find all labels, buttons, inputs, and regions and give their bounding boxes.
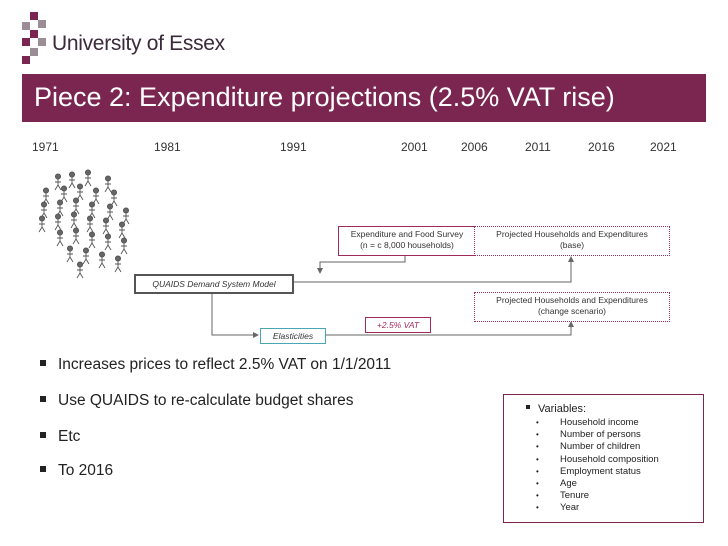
survey-sample: (n = c 8,000 households) <box>360 240 454 250</box>
quaids-box: QUAIDS Demand System Model <box>134 274 294 294</box>
logo-square <box>30 30 38 38</box>
person-figure <box>56 199 64 217</box>
survey-to-quaids-arrow <box>317 253 406 274</box>
person-figure <box>104 233 112 251</box>
year-label: 1971 <box>32 140 59 154</box>
bullet-item: To 2016 <box>40 462 113 480</box>
quaids-to-base-arrow <box>290 256 574 283</box>
university-name: University of Essex <box>52 32 225 55</box>
elasticities-box: Elasticities <box>260 328 326 344</box>
variable-item: Household income <box>536 417 659 429</box>
person-figure <box>72 197 80 215</box>
projection-base-subtitle: (base) <box>559 240 585 250</box>
bullet-text: Use QUAIDS to re-calculate budget shares <box>58 392 354 409</box>
year-label: 2001 <box>401 140 428 154</box>
bullet-text: Increases prices to reflect 2.5% VAT on … <box>58 356 392 373</box>
bullet-marker <box>40 431 46 438</box>
person-figure <box>38 215 46 233</box>
projection-change-title: Projected Households and Expenditures <box>496 295 648 305</box>
person-figure <box>72 227 80 245</box>
elasticities-to-change-arrow <box>326 321 574 336</box>
person-figure <box>82 247 90 265</box>
variable-item: Household composition <box>536 454 659 466</box>
person-figure <box>66 245 74 263</box>
year-label: 2011 <box>525 140 551 154</box>
year-label: 2016 <box>588 140 615 154</box>
person-figure <box>86 215 94 233</box>
logo-square <box>38 20 46 28</box>
person-figure <box>60 185 68 203</box>
person-figure <box>110 189 118 207</box>
person-figure <box>106 203 114 221</box>
year-label: 2021 <box>650 140 677 154</box>
person-figure <box>118 221 126 239</box>
year-label: 1981 <box>154 140 181 154</box>
person-figure <box>98 251 106 269</box>
projection-base-title: Projected Households and Expenditures <box>496 229 648 239</box>
bullet-marker <box>40 359 46 366</box>
variables-title: Variables: <box>526 403 586 415</box>
person-figure <box>88 201 96 219</box>
variable-item: Number of children <box>536 441 659 453</box>
bullet-marker <box>526 405 530 410</box>
logo-square <box>38 38 46 46</box>
variable-item: Year <box>536 502 659 514</box>
person-figure <box>42 187 50 205</box>
logo-square <box>30 48 38 56</box>
person-figure <box>70 211 78 229</box>
title-banner: Piece 2: Expenditure projections (2.5% V… <box>22 74 706 122</box>
person-figure <box>104 175 112 193</box>
variables-list: Household income Number of persons Numbe… <box>536 417 659 515</box>
projection-base-box: Projected Households and Expenditures (b… <box>474 226 670 256</box>
logo-square <box>22 38 30 46</box>
vat-box: +2.5% VAT <box>365 317 431 333</box>
year-label: 1991 <box>280 140 307 154</box>
bullet-text: To 2016 <box>58 462 114 479</box>
logo-square <box>30 12 38 20</box>
person-figure <box>76 183 84 201</box>
bullet-item: Increases prices to reflect 2.5% VAT on … <box>40 356 391 374</box>
person-figure <box>84 169 92 187</box>
bullet-marker <box>40 395 46 402</box>
person-figure <box>76 261 84 279</box>
person-figure <box>92 187 100 205</box>
slide-title: Piece 2: Expenditure projections (2.5% V… <box>34 82 615 112</box>
variable-item: Employment status <box>536 466 659 478</box>
variable-item: Tenure <box>536 490 659 502</box>
person-figure <box>54 173 62 191</box>
year-label: 2006 <box>461 140 488 154</box>
person-figure <box>56 229 64 247</box>
person-figure <box>40 201 48 219</box>
bullet-item: Use QUAIDS to re-calculate budget shares <box>40 392 354 410</box>
logo-square <box>22 56 30 64</box>
variables-box: Variables: Household income Number of pe… <box>503 394 704 523</box>
person-figure <box>120 237 128 255</box>
population-icon <box>38 169 130 279</box>
survey-box: Expenditure and Food Survey (n = c 8,000… <box>338 226 476 256</box>
logo-square <box>22 22 30 30</box>
variable-item: Number of persons <box>536 429 659 441</box>
variable-item: Age <box>536 478 659 490</box>
survey-title: Expenditure and Food Survey <box>350 229 464 239</box>
bullet-text: Etc <box>58 428 81 445</box>
person-figure <box>54 213 62 231</box>
person-figure <box>88 231 96 249</box>
projection-change-subtitle: (change scenario) <box>537 306 607 316</box>
person-figure <box>68 171 76 189</box>
person-figure <box>114 255 122 273</box>
person-figure <box>122 207 130 225</box>
quaids-to-elasticities-arrow <box>211 292 259 338</box>
person-figure <box>102 217 110 235</box>
bullet-marker <box>40 465 46 472</box>
projection-change-box: Projected Households and Expenditures (c… <box>474 292 670 322</box>
bullet-item: Etc <box>40 428 80 446</box>
